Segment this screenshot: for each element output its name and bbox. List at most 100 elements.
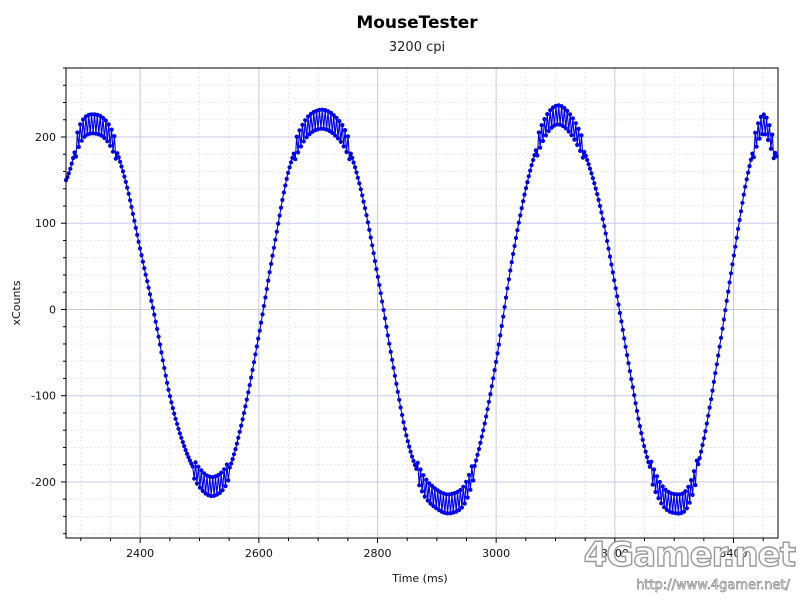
data-point bbox=[217, 490, 222, 496]
data-point bbox=[488, 392, 493, 397]
data-point bbox=[462, 501, 467, 506]
data-point bbox=[768, 146, 774, 151]
data-point bbox=[690, 492, 695, 497]
data-point bbox=[485, 407, 490, 412]
data-point bbox=[474, 458, 479, 463]
data-point bbox=[718, 335, 724, 340]
data-point bbox=[351, 160, 356, 165]
grid-lines bbox=[66, 67, 778, 538]
data-point bbox=[616, 302, 621, 307]
data-point bbox=[459, 505, 464, 510]
data-point bbox=[636, 416, 641, 421]
data-point bbox=[128, 198, 133, 203]
data-point bbox=[234, 441, 239, 446]
data-point bbox=[637, 424, 643, 429]
data-point bbox=[767, 123, 772, 128]
data-point bbox=[260, 312, 265, 317]
y-tick-label: -100 bbox=[31, 390, 56, 403]
data-point bbox=[711, 379, 717, 384]
data-point bbox=[372, 259, 378, 264]
x-tick-label: 2800 bbox=[364, 547, 392, 560]
data-point bbox=[126, 191, 131, 196]
data-point bbox=[496, 342, 501, 347]
data-point bbox=[251, 360, 257, 365]
data-point bbox=[167, 394, 173, 399]
data-point bbox=[233, 447, 238, 452]
data-point bbox=[429, 483, 435, 488]
data-point bbox=[595, 192, 600, 197]
data-point bbox=[563, 126, 568, 131]
data-point bbox=[182, 444, 187, 449]
data-point bbox=[512, 243, 517, 249]
data-point bbox=[269, 261, 274, 266]
data-point bbox=[143, 272, 148, 277]
data-point bbox=[374, 267, 379, 272]
data-point bbox=[173, 416, 178, 421]
data-point bbox=[424, 477, 429, 482]
watermark-url: http://www.4gamer.net/ bbox=[636, 578, 790, 593]
data-point bbox=[123, 179, 128, 184]
data-point bbox=[194, 481, 200, 486]
data-point bbox=[404, 433, 409, 438]
data-point bbox=[223, 484, 228, 489]
data-point bbox=[296, 150, 301, 155]
data-point bbox=[343, 128, 348, 133]
data-point bbox=[763, 132, 768, 137]
data-point bbox=[681, 509, 687, 514]
data-point bbox=[407, 444, 412, 449]
data-point bbox=[166, 387, 171, 392]
data-point bbox=[78, 122, 83, 127]
data-point bbox=[522, 192, 527, 197]
data-point bbox=[341, 144, 346, 149]
data-point bbox=[632, 393, 637, 398]
data-point bbox=[291, 151, 296, 156]
data-point bbox=[328, 110, 333, 115]
data-point bbox=[640, 437, 645, 442]
data-point bbox=[751, 155, 756, 160]
data-point bbox=[513, 235, 519, 241]
data-point bbox=[348, 151, 353, 156]
data-point bbox=[377, 282, 382, 288]
data-point bbox=[304, 135, 309, 140]
data-point bbox=[247, 383, 252, 388]
data-point bbox=[276, 221, 281, 226]
data-point bbox=[358, 187, 363, 192]
data-point bbox=[629, 377, 634, 382]
data-point bbox=[405, 439, 410, 444]
data-point bbox=[236, 435, 241, 440]
data-point bbox=[720, 326, 725, 331]
data-point bbox=[284, 176, 289, 181]
data-point bbox=[680, 491, 685, 496]
data-point bbox=[600, 217, 605, 222]
data-point bbox=[727, 280, 732, 285]
data-point bbox=[592, 181, 597, 186]
data-point bbox=[599, 210, 604, 215]
data-point bbox=[652, 467, 657, 472]
data-point bbox=[100, 115, 106, 120]
data-point bbox=[259, 320, 264, 325]
data-point bbox=[625, 353, 630, 358]
data-point bbox=[647, 464, 652, 469]
data-point bbox=[286, 170, 291, 175]
data-point bbox=[226, 478, 231, 483]
data-point bbox=[691, 469, 697, 474]
data-point bbox=[82, 134, 87, 139]
data-point bbox=[605, 238, 610, 244]
data-point bbox=[216, 472, 221, 478]
y-tick-label: -200 bbox=[31, 476, 56, 489]
data-point bbox=[575, 142, 580, 147]
data-point bbox=[175, 421, 180, 426]
data-point bbox=[239, 423, 244, 428]
data-point bbox=[609, 262, 614, 267]
data-point bbox=[230, 457, 235, 462]
data-point bbox=[764, 115, 769, 120]
data-point bbox=[491, 376, 496, 381]
data-point bbox=[222, 467, 227, 472]
data-point bbox=[180, 440, 185, 445]
data-point bbox=[579, 133, 584, 138]
data-point bbox=[633, 401, 638, 406]
data-point bbox=[704, 421, 709, 426]
data-point bbox=[501, 314, 506, 319]
data-point bbox=[283, 183, 288, 188]
data-point bbox=[613, 286, 618, 291]
